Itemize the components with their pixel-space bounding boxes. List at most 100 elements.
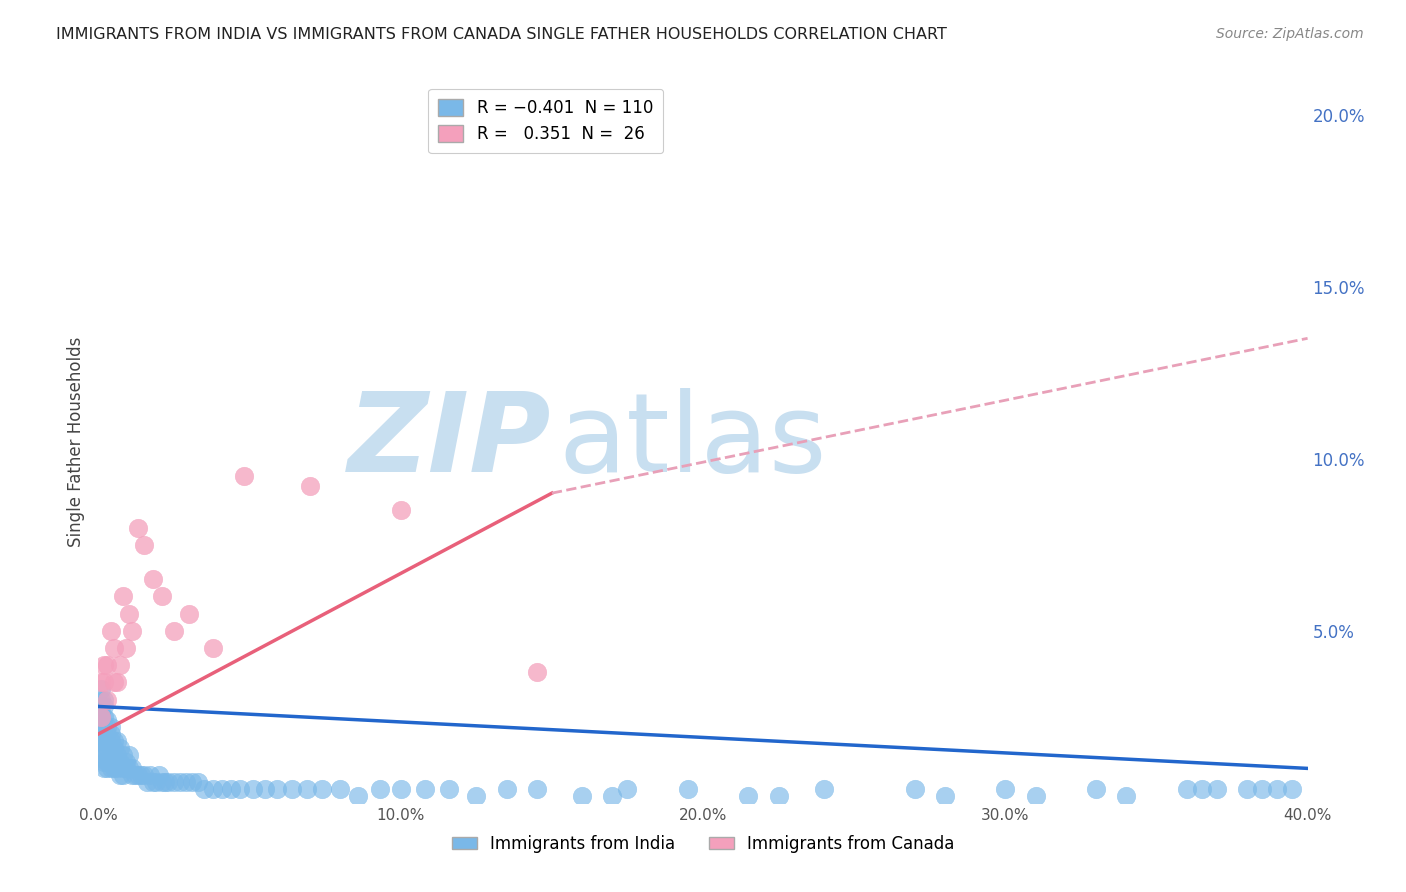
Point <box>90 682 112 697</box>
Point <box>90 734 112 748</box>
Point <box>90 706 112 721</box>
Point <box>96 740 118 755</box>
Point <box>495 782 517 797</box>
Point <box>93 744 115 758</box>
Point <box>1267 782 1289 797</box>
Point <box>111 768 134 782</box>
Point <box>105 675 128 690</box>
Point <box>103 640 125 655</box>
Point <box>1281 782 1303 797</box>
Point <box>124 768 146 782</box>
Point <box>114 640 136 655</box>
Point <box>904 782 927 797</box>
Point <box>253 782 276 797</box>
Point <box>242 782 264 797</box>
Point <box>100 720 122 734</box>
Point <box>93 727 115 741</box>
Point <box>90 710 112 724</box>
Point <box>1175 782 1198 797</box>
Point <box>108 658 131 673</box>
Point <box>934 789 956 803</box>
Point <box>118 607 141 621</box>
Point <box>181 775 204 789</box>
Point <box>139 768 162 782</box>
Point <box>105 761 128 775</box>
Point <box>768 789 790 803</box>
Point <box>108 740 131 755</box>
Point <box>100 740 122 755</box>
Point <box>121 624 143 638</box>
Point <box>193 782 215 797</box>
Point <box>1115 789 1137 803</box>
Point <box>111 761 134 775</box>
Point <box>813 782 835 797</box>
Point <box>202 640 225 655</box>
Point <box>96 720 118 734</box>
Point <box>1191 782 1213 797</box>
Point <box>103 675 125 690</box>
Point <box>153 775 176 789</box>
Point <box>1206 782 1229 797</box>
Point <box>150 590 173 604</box>
Point <box>676 782 699 797</box>
Point <box>232 469 254 483</box>
Point <box>202 782 225 797</box>
Point <box>114 755 136 769</box>
Point <box>211 782 233 797</box>
Point <box>389 503 412 517</box>
Point <box>174 775 197 789</box>
Point <box>90 675 112 690</box>
Point <box>105 734 128 748</box>
Point <box>114 761 136 775</box>
Point <box>103 755 125 769</box>
Point <box>96 658 118 673</box>
Point <box>1251 782 1274 797</box>
Point <box>163 775 186 789</box>
Point <box>132 768 155 782</box>
Text: atlas: atlas <box>558 388 827 495</box>
Point <box>93 734 115 748</box>
Point <box>121 768 143 782</box>
Y-axis label: Single Father Households: Single Father Households <box>66 336 84 547</box>
Point <box>93 658 115 673</box>
Point <box>1085 782 1108 797</box>
Point <box>100 761 122 775</box>
Point <box>93 755 115 769</box>
Point <box>329 782 352 797</box>
Point <box>616 782 638 797</box>
Point <box>111 747 134 762</box>
Point <box>90 699 112 714</box>
Point <box>108 768 131 782</box>
Point <box>229 782 252 797</box>
Point <box>103 734 125 748</box>
Point <box>103 740 125 755</box>
Point <box>526 665 548 679</box>
Point <box>100 624 122 638</box>
Point <box>347 789 370 803</box>
Text: IMMIGRANTS FROM INDIA VS IMMIGRANTS FROM CANADA SINGLE FATHER HOUSEHOLDS CORRELA: IMMIGRANTS FROM INDIA VS IMMIGRANTS FROM… <box>56 27 948 42</box>
Point <box>221 782 243 797</box>
Point <box>105 755 128 769</box>
Point <box>90 751 112 765</box>
Point <box>96 734 118 748</box>
Point <box>526 782 548 797</box>
Point <box>96 692 118 706</box>
Point <box>90 692 112 706</box>
Point <box>281 782 304 797</box>
Point <box>96 727 118 741</box>
Point <box>187 775 209 789</box>
Point <box>93 761 115 775</box>
Point <box>311 782 333 797</box>
Point <box>150 775 173 789</box>
Point <box>118 747 141 762</box>
Point <box>142 775 165 789</box>
Text: Source: ZipAtlas.com: Source: ZipAtlas.com <box>1216 27 1364 41</box>
Point <box>148 768 170 782</box>
Point <box>93 699 115 714</box>
Point <box>266 782 288 797</box>
Legend: Immigrants from India, Immigrants from Canada: Immigrants from India, Immigrants from C… <box>446 828 960 860</box>
Point <box>90 720 112 734</box>
Point <box>163 624 186 638</box>
Point <box>108 755 131 769</box>
Point <box>93 675 115 690</box>
